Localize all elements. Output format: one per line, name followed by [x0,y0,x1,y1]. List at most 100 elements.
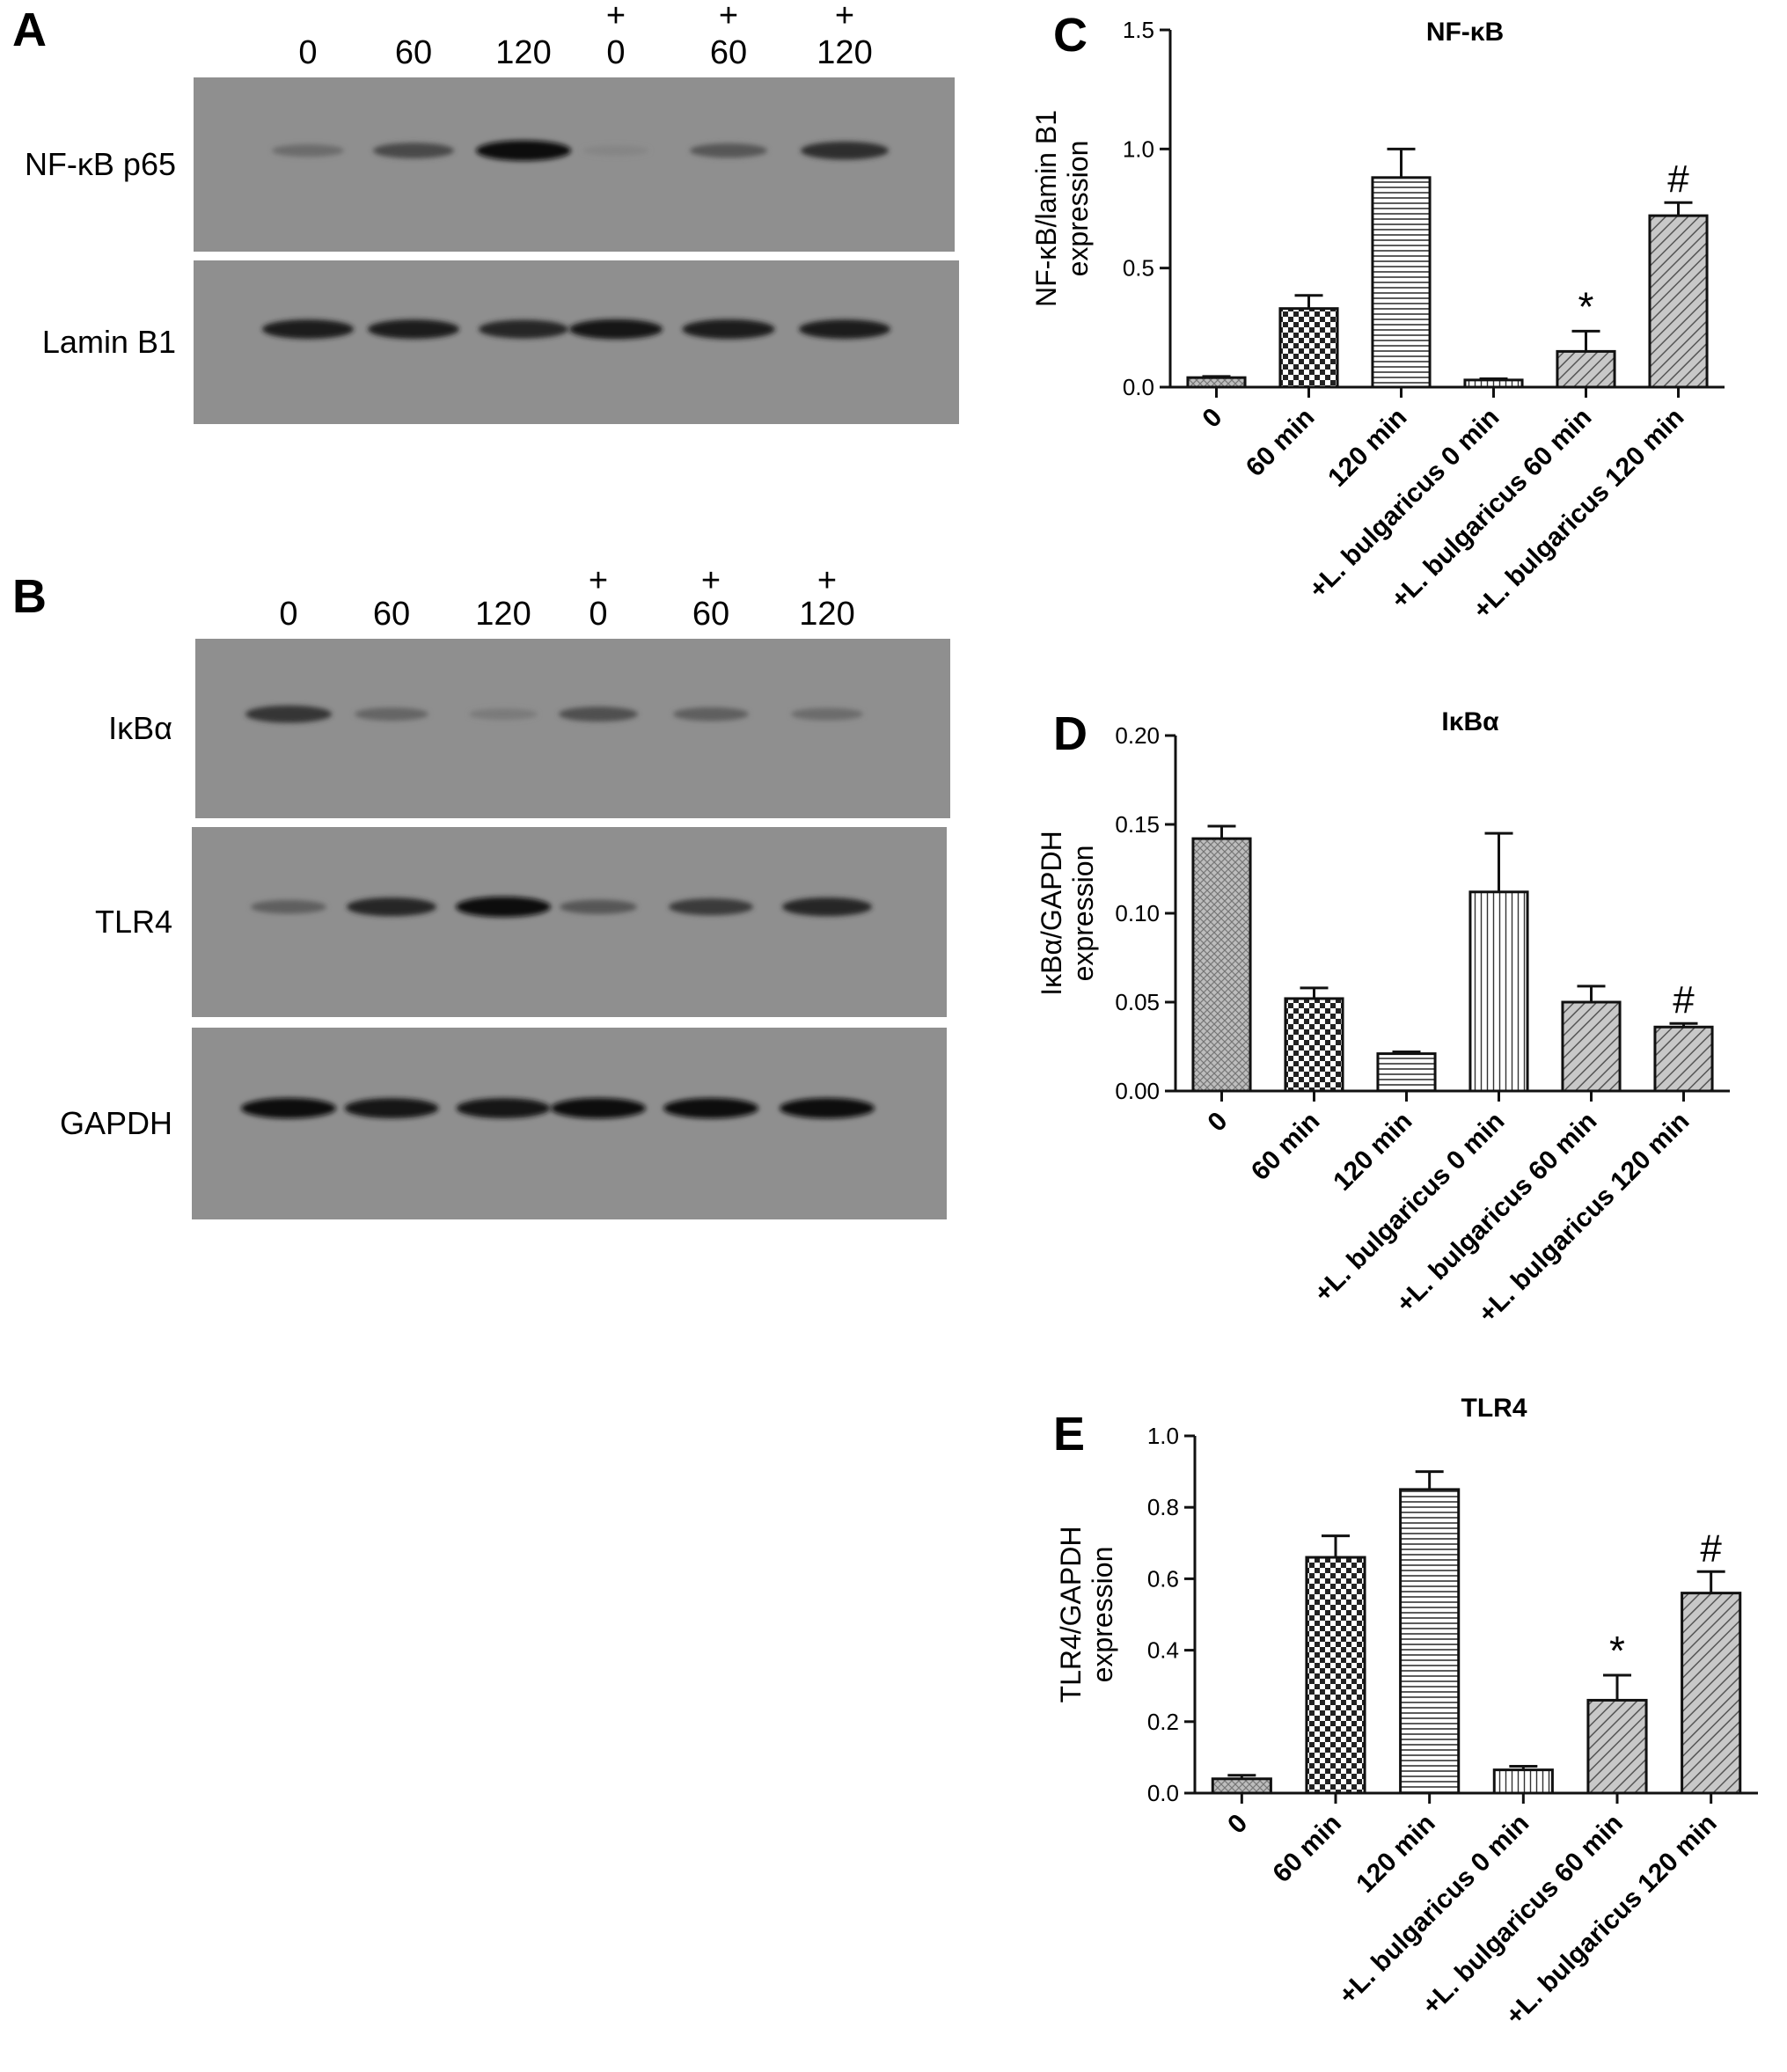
blot-background [192,827,947,1017]
blot-strip: TLR4 [95,827,947,1017]
blot-band [682,318,775,340]
y-tick-label: 0.05 [1115,989,1160,1015]
x-tick-label: 120 min [1322,403,1412,493]
blot-band [476,140,571,161]
x-tick-label: 0 [1197,403,1227,434]
blot-background [194,260,959,424]
bar [1191,837,1252,1093]
chart-title: TLR4 [1461,1394,1527,1423]
blot-band [799,319,890,340]
lane-time-label: 120 [817,34,872,71]
x-tick-label: +L. bulgaricus 0 min [1333,1809,1534,2010]
blot-strip: NF-κB p65 [25,77,955,252]
lane-labels-a: 0 60 120+0+60+120 [298,0,872,71]
lane-time-label: 0 [298,34,317,71]
bar [1586,1698,1648,1795]
blot-band [559,707,638,722]
blot-band [780,1097,875,1119]
bar [1681,1592,1742,1795]
blot-band [690,143,767,158]
blot-strip: Lamin B1 [42,260,959,424]
blot-band [272,144,344,157]
blot-band [456,1098,551,1119]
y-tick-label: 0.2 [1147,1709,1179,1735]
blot-band [801,141,889,160]
lane-time-label: 0 [606,34,625,71]
bar [1463,378,1524,389]
blots-a: NF-κB p65 Lamin B1 [25,77,959,424]
x-tick-label: +L. bulgaricus 0 min [1308,1107,1510,1308]
blot-band [251,899,326,914]
bar [1186,376,1247,389]
bar [1561,1000,1622,1093]
lane-plus-label: + [835,0,854,34]
lane-labels-b: 0 60 120+0+60+120 [279,562,854,633]
x-tick-label: 120 min [1328,1107,1417,1197]
blot-band [262,319,354,340]
panel-letter-a: A [12,4,47,56]
bar [1278,307,1339,389]
y-tick-label: 0.0 [1123,374,1154,400]
blot-label: GAPDH [60,1105,172,1141]
significance-marker: # [1667,157,1689,201]
blot-band [368,319,459,340]
lane-time-label: 60 [692,596,729,633]
blot-band [469,708,538,721]
lane-plus-label: + [719,0,738,34]
lane-time-label: 60 [395,34,432,71]
blot-band [569,318,663,340]
bar [1556,349,1616,389]
y-tick-label: 0.20 [1115,722,1160,749]
lane-plus-label: + [589,562,608,599]
x-tick-label: +L. bulgaricus 0 min [1303,403,1505,604]
y-tick-label: 1.5 [1123,17,1154,43]
y-axis-label: expression [1087,1547,1118,1683]
blot-band [673,707,749,721]
blot-band [582,145,649,156]
lane-plus-label: + [606,0,626,34]
x-tick-label: 60 min [1246,1107,1326,1187]
blot-band [245,705,332,723]
significance-marker: * [1609,1628,1625,1673]
x-tick-label: 0 [1222,1809,1253,1840]
chart-c: C NF-κB NF-κB/lamin B1 expression 0.0 0.5 1.0… [1030,9,1725,625]
bar [1284,997,1344,1093]
blot-band [344,1098,439,1119]
y-tick-label: 0.0 [1147,1780,1179,1806]
blot-label: Lamin B1 [42,324,176,360]
y-tick-label: 0.5 [1123,255,1154,282]
bar [1371,176,1432,389]
blot-background [195,639,950,818]
bar [1648,214,1709,389]
bar [1653,1025,1714,1093]
y-axis-label: IκBα/GAPDH [1036,831,1067,995]
significance-marker: * [1578,283,1594,329]
lane-time-label: 120 [799,596,854,633]
panel-letter-d: D [1053,707,1088,760]
blot-background [192,1028,947,1219]
blot-label: NF-κB p65 [25,146,176,182]
lane-plus-label: + [701,562,721,599]
panel-letter-c: C [1053,9,1088,62]
y-tick-label: 1.0 [1123,135,1154,162]
chart-e: E TLR4 TLR4/GAPDH expression 0.0 0.2 0.4 0.6 0.… [1053,1394,1758,2031]
lane-time-label: 120 [475,596,531,633]
x-tick-label: 60 min [1241,403,1321,483]
chart-d: D IκBα IκBα/GAPDH expression 0.00 0.05 0.10 0.… [1036,707,1730,1329]
y-axis-label: NF-κB/lamin B1 [1030,110,1062,307]
lane-time-label: 60 [373,596,410,633]
blot-band [456,897,551,918]
panel-letter-b: B [12,570,47,623]
x-tick-label: 120 min [1351,1809,1440,1899]
bar [1468,890,1529,1093]
blot-label: TLR4 [95,904,172,940]
blot-strip: IκBα [108,639,950,818]
y-tick-label: 0.15 [1115,811,1160,838]
y-tick-label: 0.4 [1147,1637,1179,1664]
y-tick-label: 1.0 [1147,1423,1179,1449]
bar [1399,1488,1461,1795]
significance-marker: # [1673,978,1695,1021]
y-axis-label: expression [1062,141,1094,277]
